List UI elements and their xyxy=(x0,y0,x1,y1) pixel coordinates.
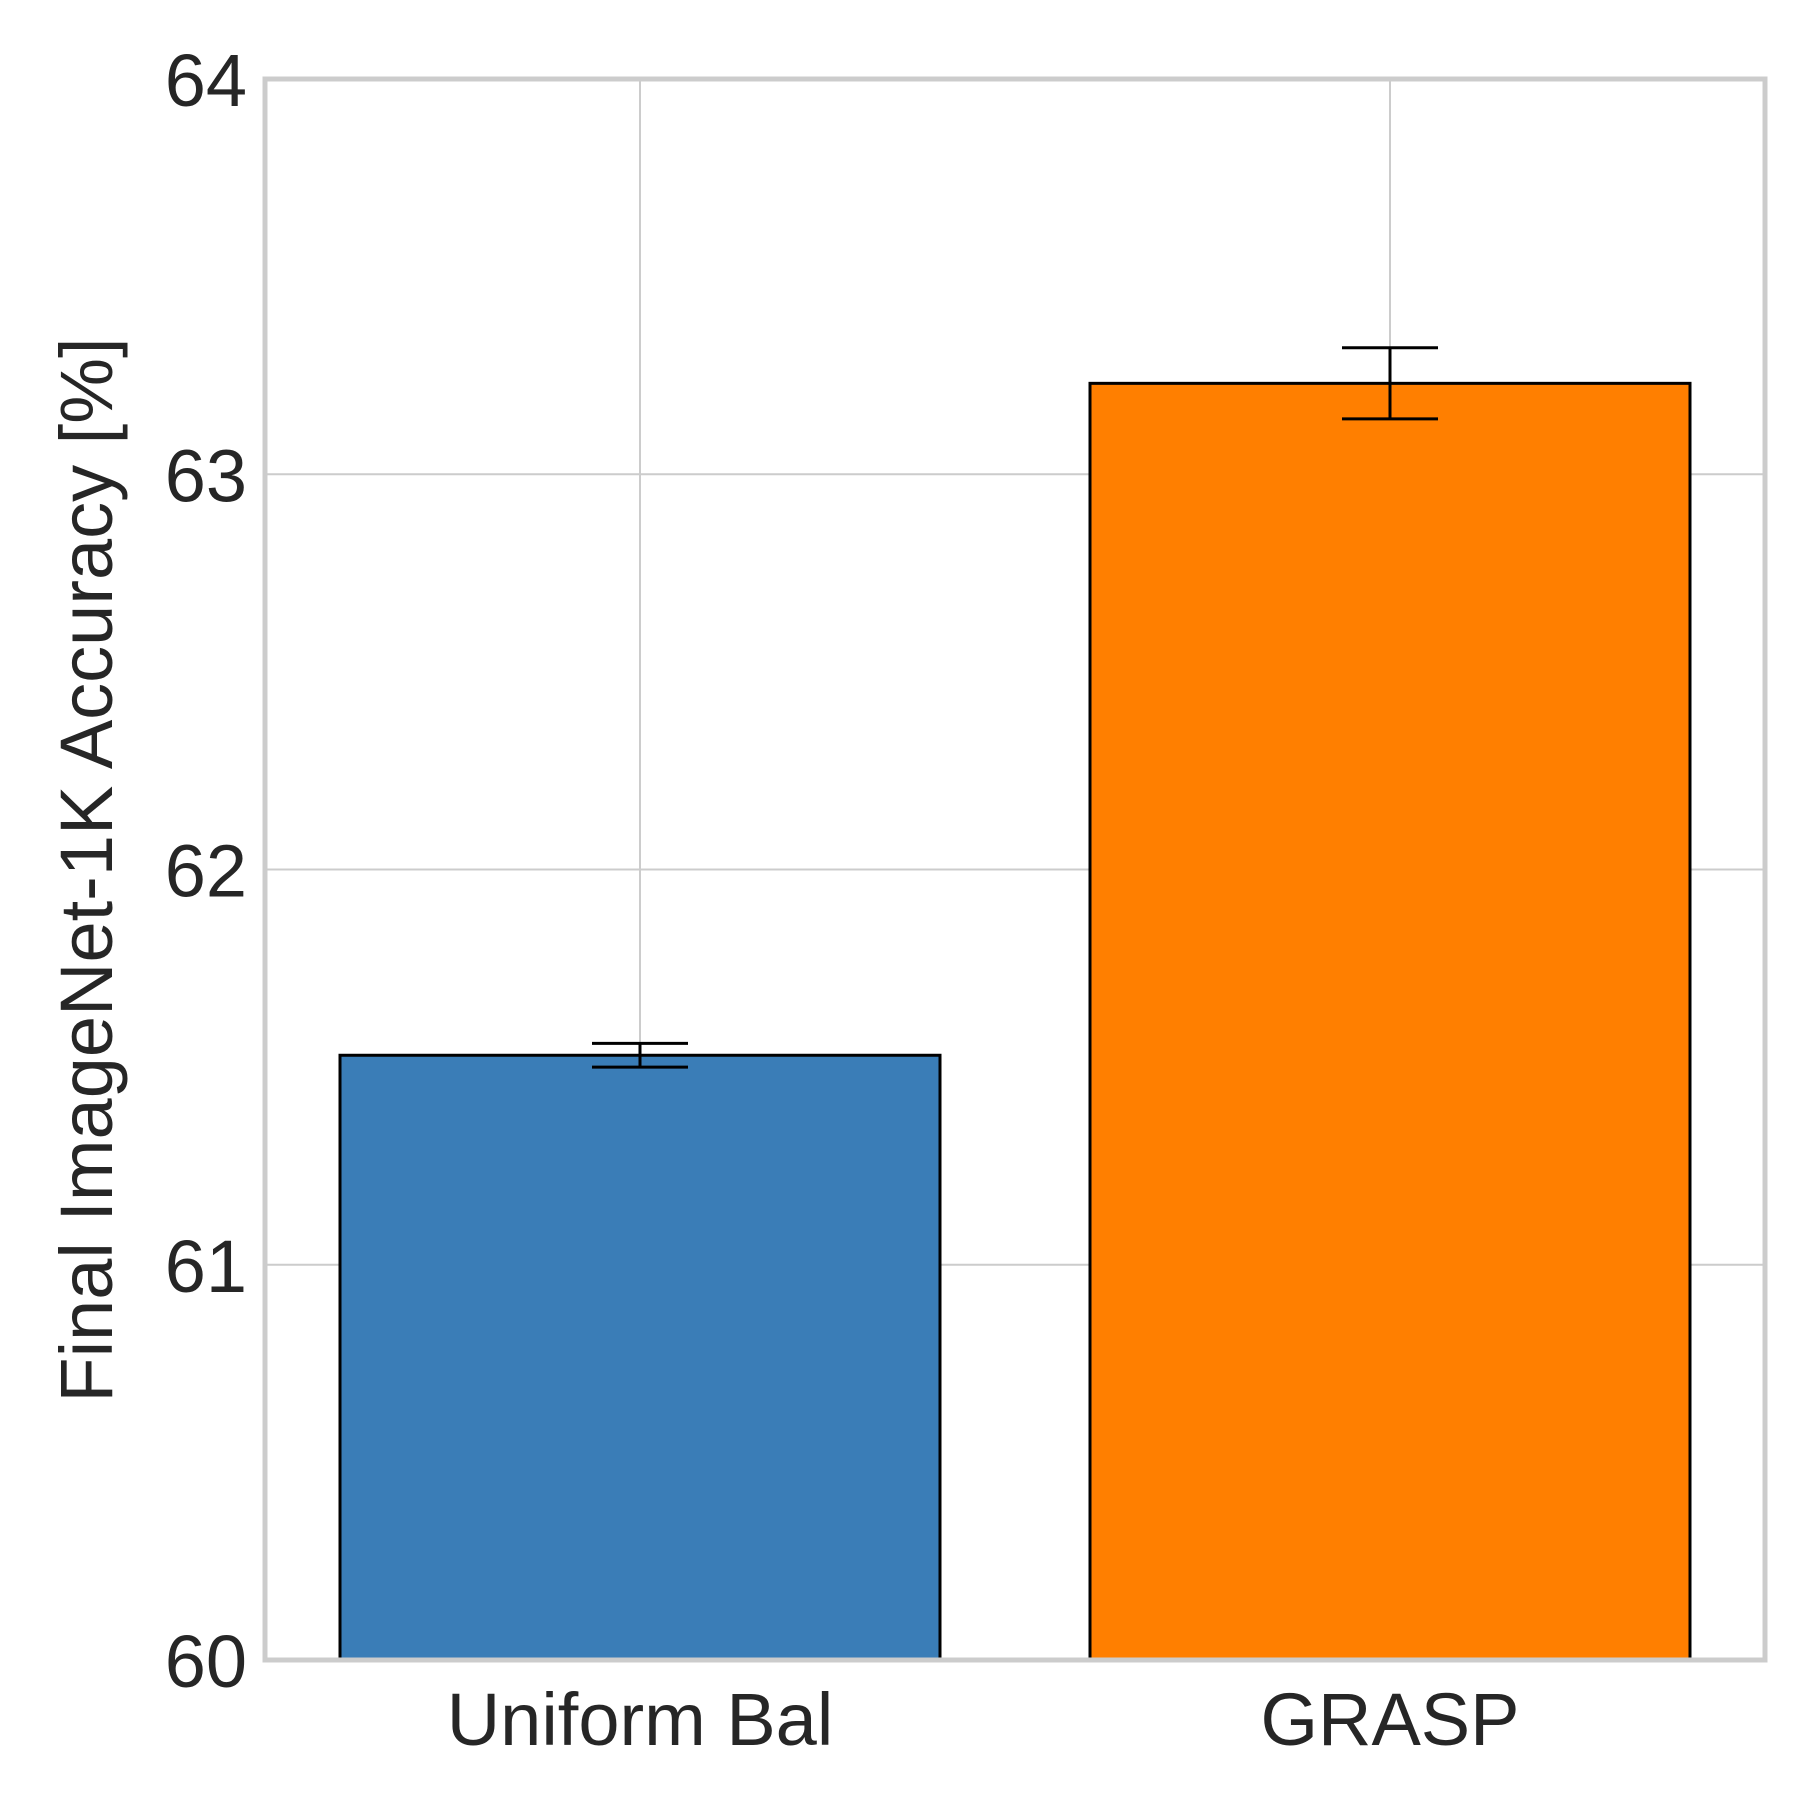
y-tick-label: 63 xyxy=(165,434,247,517)
y-tick-label: 62 xyxy=(165,830,247,913)
y-tick-label: 60 xyxy=(165,1620,247,1703)
plot-frame xyxy=(262,76,1768,1663)
y-tick-label: 64 xyxy=(165,39,247,122)
x-tick-labels: Uniform Bal GRASP xyxy=(447,1678,1520,1761)
y-tick-labels: 60 61 62 63 64 xyxy=(165,39,247,1703)
x-tick-label: GRASP xyxy=(1260,1678,1519,1761)
y-tick-label: 61 xyxy=(165,1225,247,1308)
bar xyxy=(338,1053,942,1662)
bars-group xyxy=(338,381,1692,1662)
y-axis-label: Final ImageNet-1K Accuracy [%] xyxy=(45,337,128,1402)
bar xyxy=(1088,381,1692,1662)
error-bars-group xyxy=(592,346,1438,1069)
x-tick-label: Uniform Bal xyxy=(447,1678,834,1761)
